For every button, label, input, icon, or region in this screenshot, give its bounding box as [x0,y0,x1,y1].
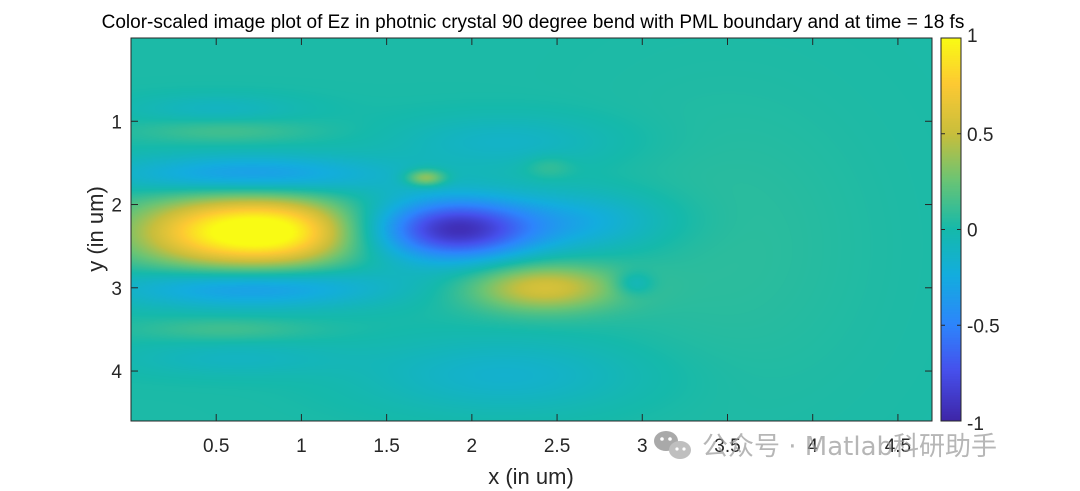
x-axis-label: x (in um) [488,464,574,489]
y-tick-label: 2 [111,196,122,217]
heatmap-field [131,38,932,421]
y-tick-label: 3 [111,279,122,300]
colorbar-tick-label: 1 [967,26,978,47]
wechat-icon [654,431,691,459]
colorbar-gradient [941,38,961,421]
x-tick-label: 1 [296,436,307,457]
colorbar-tick-label: -1 [967,414,984,435]
plot-frame [130,37,933,422]
watermark: 公众号 · Matlab科研助手 [654,431,997,462]
x-tick-label: 4 [807,436,818,457]
x-tick-label: 2 [467,436,478,457]
y-axis-label: y (in um) [83,186,108,272]
x-tick-label: 3 [637,436,648,457]
y-tick-label: 1 [111,112,122,133]
plot-area [130,37,933,422]
x-axis: 0.5 1 1.5 2 2.5 3 3.5 4 4.5 [203,38,911,457]
watermark-text: 公众号 · Matlab科研助手 [702,432,997,462]
colorbar-ticks: -1 -0.5 0 0.5 1 [941,26,1000,435]
x-tick-label: 1.5 [373,436,399,457]
chart-title: Color-scaled image plot of Ez in photnic… [102,12,965,33]
colorbar-tick-label: 0 [967,221,978,242]
y-tick-label: 4 [111,362,122,383]
colorbar: -1 -0.5 0 0.5 1 [940,26,1000,435]
y-axis: 1 2 3 4 [111,112,932,383]
x-tick-label: 0.5 [203,436,229,457]
colorbar-tick-label: -0.5 [967,316,1000,337]
colorbar-tick-label: 0.5 [967,125,993,146]
x-tick-label: 3.5 [714,436,740,457]
x-tick-label: 4.5 [885,436,911,457]
x-tick-label: 2.5 [544,436,570,457]
